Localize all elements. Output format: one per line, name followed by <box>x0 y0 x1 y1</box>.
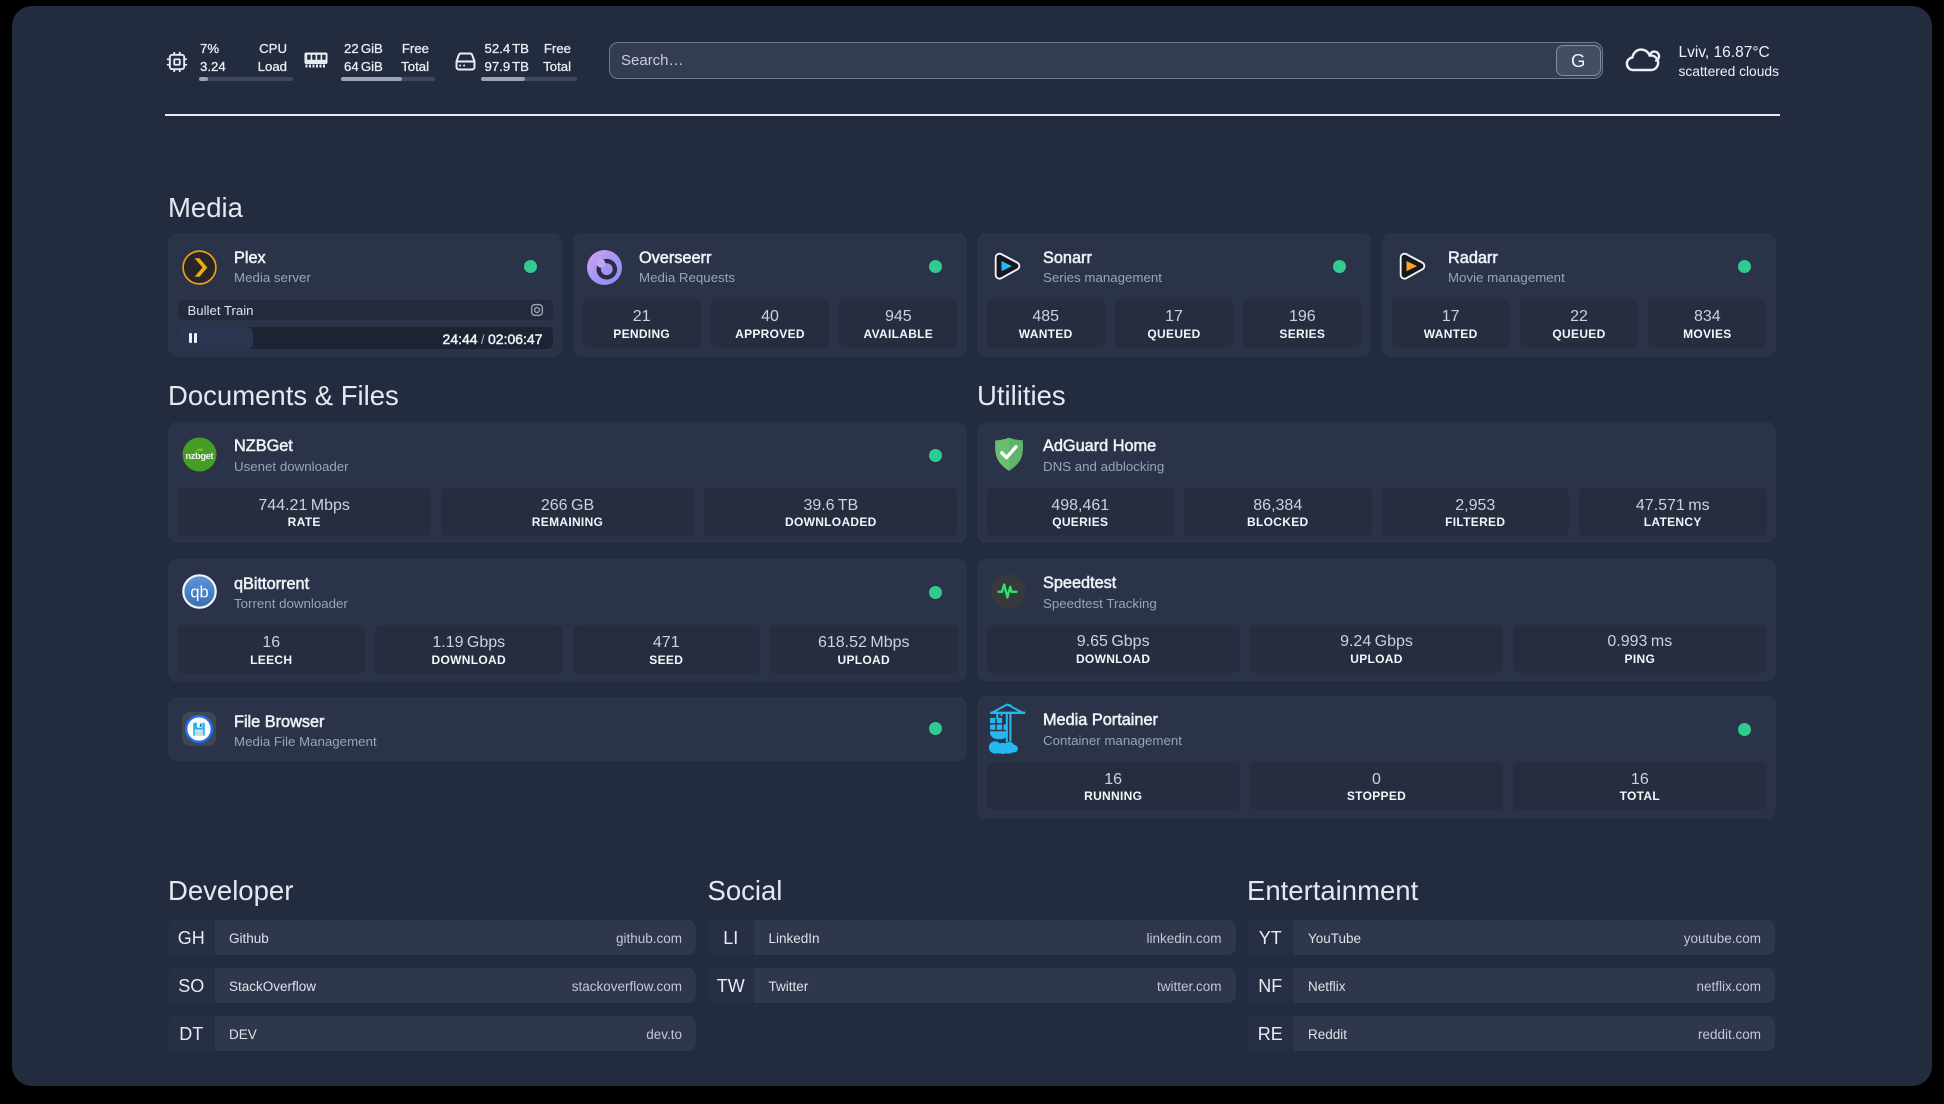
svg-text:nzbget: nzbget <box>186 451 214 461</box>
svg-text:qb: qb <box>190 584 208 602</box>
